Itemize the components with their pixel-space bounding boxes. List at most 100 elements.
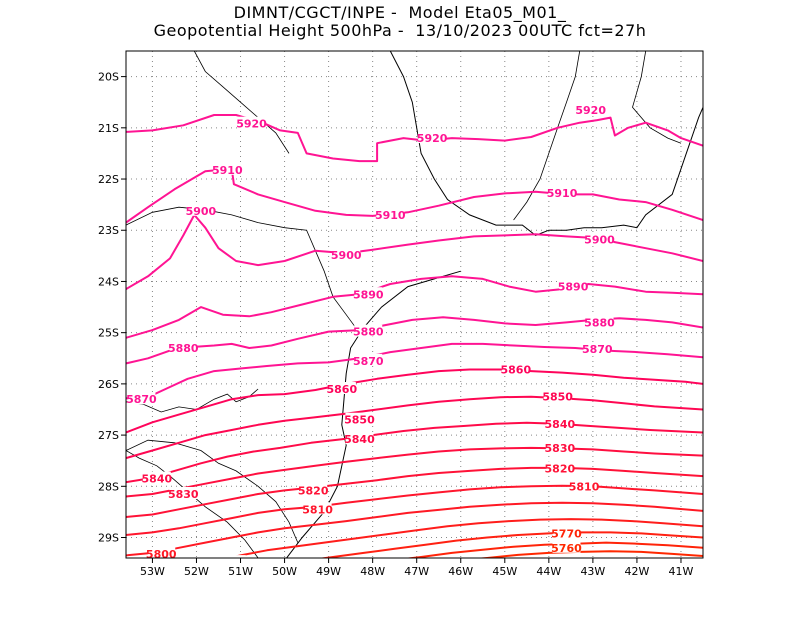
contour-label-5860: 5860 [500, 364, 531, 377]
state-border [193, 51, 290, 154]
contour-label-5830: 5830 [168, 488, 199, 501]
coastline-southeast [389, 51, 703, 236]
contour-5810 [126, 484, 703, 536]
contour-5850 [126, 395, 703, 460]
x-tick-label: 41W [669, 565, 694, 578]
contour-label-bg [418, 131, 447, 144]
contour-label-5850: 5850 [344, 414, 375, 427]
contour-label-5890: 5890 [353, 288, 384, 301]
contour-5770 [403, 541, 703, 558]
x-tick-label: 48W [360, 565, 385, 578]
contour-label-5860: 5860 [327, 383, 358, 396]
x-tick-label: 53W [140, 565, 165, 578]
contour-label-5840: 5840 [142, 473, 173, 486]
contour-label-bg [570, 479, 599, 492]
contour-label-bg [376, 207, 405, 220]
contour-5860 [126, 368, 703, 434]
contour-label-bg [303, 502, 332, 515]
contour-label-5910: 5910 [375, 209, 406, 222]
y-tick-label: 22S [98, 173, 119, 186]
y-tick-label: 29S [98, 532, 119, 545]
contour-5920 [126, 114, 703, 163]
contour-label-bg [127, 392, 156, 405]
contour-label-5820: 5820 [298, 484, 329, 497]
contour-label-5910: 5910 [212, 164, 243, 177]
contour-label-bg [585, 315, 614, 328]
y-tick-label: 23S [98, 224, 119, 237]
axis-ticks: 53W 52W 51W 50W 49W 48W 47W 46W 45W 44W 43W 42W 41W 2… [98, 71, 694, 578]
contour-label-5870: 5870 [126, 393, 157, 406]
contour-label-bg [545, 416, 574, 429]
contour-label-bg [299, 483, 328, 496]
contour-label-5920: 5920 [575, 104, 606, 117]
plot-frame [125, 50, 704, 559]
contour-label-5880: 5880 [353, 326, 384, 339]
contour-label-bg [354, 353, 383, 366]
contour-label-bg [583, 342, 612, 355]
y-tick-label: 27S [98, 429, 119, 442]
contour-label-5770: 5770 [551, 527, 582, 540]
y-tick-label: 20S [98, 71, 119, 84]
contour-labels: 5920 5920 5920 5910 5910 5910 5900 5900 5900 5890… [126, 102, 615, 569]
contour-label-5900: 5900 [331, 249, 362, 262]
state-border [632, 51, 682, 144]
y-tick-label: 24S [98, 275, 119, 288]
x-tick-label: 46W [448, 565, 473, 578]
contour-5830 [126, 446, 703, 498]
contour-label-bg [545, 440, 574, 453]
contour-label-bg [217, 555, 246, 558]
contour-label-5880: 5880 [584, 316, 615, 329]
contour-label-5760: 5760 [551, 542, 582, 555]
x-tick-label: 51W [228, 565, 253, 578]
contour-label-5920: 5920 [417, 132, 448, 145]
contour-label-5810: 5810 [302, 503, 333, 516]
contour-label-bg [559, 279, 588, 292]
contour-label-5840: 5840 [545, 418, 576, 431]
contour-label-bg [169, 486, 198, 499]
contour-5870 [126, 342, 703, 401]
contour-label-5840: 5840 [344, 433, 375, 446]
x-tick-label: 43W [580, 565, 605, 578]
contour-label-bg [345, 412, 374, 425]
contour-5890 [126, 275, 703, 339]
title-line-2: Geopotential Height 500hPa - 13/10/2023 … [153, 21, 647, 40]
state-border [126, 206, 360, 333]
height-contours [126, 114, 703, 558]
y-tick-label: 25S [98, 327, 119, 340]
x-tick-label: 47W [404, 565, 429, 578]
contour-label-5880: 5880 [168, 342, 199, 355]
contour-label-5800: 5800 [146, 548, 177, 561]
y-tick-label: 21S [98, 122, 119, 135]
contour-label-5900: 5900 [186, 205, 217, 218]
x-tick-label: 44W [536, 565, 561, 578]
contour-label-bg [543, 389, 572, 402]
contour-label-5790: 5790 [216, 556, 247, 569]
contour-5790 [225, 518, 703, 558]
contour-label-bg [548, 185, 577, 198]
contour-label-5870: 5870 [353, 355, 384, 368]
contour-label-bg [332, 247, 361, 260]
x-tick-label: 49W [316, 565, 341, 578]
contour-label-5820: 5820 [545, 462, 576, 475]
state-border [126, 439, 299, 543]
contour-5800 [126, 501, 703, 557]
border-argentina [126, 388, 259, 413]
contour-label-5830: 5830 [545, 442, 576, 455]
contour-label-bg [501, 362, 530, 375]
state-border [513, 51, 581, 221]
contour-label-bg [552, 526, 581, 539]
contour-5840 [126, 421, 703, 484]
contour-label-bg [345, 432, 374, 445]
contour-label-5900: 5900 [584, 233, 615, 246]
y-tick-label: 28S [98, 480, 119, 493]
x-tick-label: 52W [184, 565, 209, 578]
contour-label-bg [354, 287, 383, 300]
x-tick-label: 45W [492, 565, 517, 578]
x-tick-label: 50W [272, 565, 297, 578]
contour-label-bg [354, 324, 383, 337]
contour-5820 [126, 466, 703, 518]
contour-label-bg [237, 116, 266, 129]
contour-label-5870: 5870 [582, 343, 613, 356]
y-tick-label: 26S [98, 378, 119, 391]
